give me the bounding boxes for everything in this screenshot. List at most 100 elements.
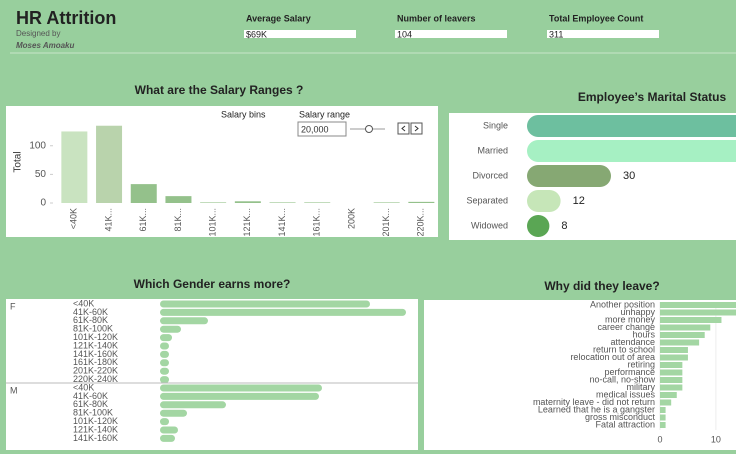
category-label: career change bbox=[597, 322, 655, 332]
bar bbox=[660, 384, 683, 391]
bar bbox=[160, 334, 172, 342]
category-label: Divorced bbox=[472, 170, 508, 180]
category-label: 81K-100K bbox=[73, 324, 113, 334]
bar bbox=[660, 324, 711, 331]
bar bbox=[160, 401, 226, 409]
kpi-box bbox=[547, 30, 659, 38]
chart-title: Employee’s Marital Status bbox=[578, 90, 727, 104]
bar bbox=[160, 308, 406, 316]
next-icon bbox=[414, 125, 419, 132]
range-input[interactable] bbox=[297, 121, 347, 137]
bar bbox=[160, 434, 175, 442]
category-label: 141K-160K bbox=[73, 433, 118, 443]
bar bbox=[527, 165, 611, 187]
bar bbox=[160, 359, 169, 367]
bar bbox=[234, 201, 261, 203]
category-label: Single bbox=[483, 120, 508, 130]
category-label: 201K-220K bbox=[73, 366, 118, 376]
category-label: more money bbox=[605, 314, 656, 324]
panel-label: F bbox=[10, 301, 16, 311]
bar bbox=[160, 376, 169, 384]
y-tick-label: 50 bbox=[35, 169, 47, 180]
kpi-label: Number of leavers bbox=[397, 13, 476, 23]
y-axis-label: Total bbox=[13, 151, 24, 172]
bar bbox=[660, 317, 722, 323]
prev-button[interactable] bbox=[397, 122, 410, 135]
y-tick-label: 0 bbox=[40, 198, 46, 209]
bar bbox=[160, 392, 319, 400]
category-label: gross misconduct bbox=[585, 412, 656, 422]
prev-icon bbox=[401, 125, 406, 132]
category-label: attendance bbox=[610, 337, 655, 347]
bar bbox=[527, 140, 736, 162]
bar bbox=[304, 202, 331, 203]
category-label: 220K-240K bbox=[73, 374, 118, 384]
category-label: 141K-160K bbox=[73, 349, 118, 359]
category-label: unhappy bbox=[620, 307, 655, 317]
kpi-box bbox=[395, 30, 507, 38]
category-label: <40K bbox=[73, 382, 94, 392]
bar bbox=[160, 350, 169, 358]
category-label: maternity leave - did not return bbox=[533, 397, 655, 407]
bar bbox=[160, 409, 187, 417]
panel-label: M bbox=[10, 385, 18, 395]
bar bbox=[660, 302, 736, 308]
category-label: performance bbox=[604, 367, 655, 377]
category-label: <40K bbox=[73, 298, 94, 308]
bar bbox=[165, 196, 192, 203]
bar bbox=[660, 354, 688, 361]
panel bbox=[6, 299, 418, 450]
category-label: 121K-140K bbox=[73, 424, 118, 434]
x-tick-label: 61K... bbox=[138, 208, 148, 232]
category-label: 61K-80K bbox=[73, 315, 108, 325]
category-label: 101K-120K bbox=[73, 416, 118, 426]
bar bbox=[160, 384, 322, 392]
control-value: 20,000 bbox=[301, 124, 329, 134]
bar bbox=[96, 125, 123, 203]
kpi-value: 311 bbox=[549, 29, 563, 39]
bar bbox=[61, 131, 88, 203]
author: Moses Amoaku bbox=[16, 41, 75, 50]
category-label: Another position bbox=[590, 299, 655, 309]
category-label: 41K-60K bbox=[73, 391, 108, 401]
x-tick-label: 201K... bbox=[381, 208, 391, 237]
bar bbox=[269, 202, 296, 203]
x-tick-label: 121K... bbox=[242, 208, 252, 237]
control-label: Salary bins bbox=[221, 109, 266, 119]
bar bbox=[200, 202, 227, 203]
x-tick-label: 161K... bbox=[312, 208, 322, 237]
category-label: Fatal attraction bbox=[595, 419, 655, 429]
bar bbox=[160, 426, 178, 434]
bar bbox=[160, 367, 169, 375]
category-label: 101K-120K bbox=[73, 332, 118, 342]
category-label: Separated bbox=[466, 195, 508, 205]
category-label: relocation out of area bbox=[570, 352, 655, 362]
x-tick-label: 81K... bbox=[173, 208, 183, 232]
group: 30 12 8 bbox=[527, 115, 736, 237]
category-label: Widowed bbox=[471, 220, 508, 230]
category-label: no-call, no-show bbox=[589, 374, 655, 384]
bar bbox=[660, 377, 683, 383]
value-label: 12 bbox=[573, 195, 585, 207]
category-label: 161K-180K bbox=[73, 357, 118, 367]
bar bbox=[660, 362, 683, 368]
bar bbox=[527, 190, 561, 212]
bar bbox=[160, 300, 370, 308]
next-button[interactable] bbox=[410, 122, 423, 135]
category-label: Learned that he is a gangster bbox=[538, 404, 655, 414]
value-label: 30 bbox=[623, 170, 635, 182]
category-label: retiring bbox=[627, 359, 655, 369]
x-tick-label: 41K... bbox=[103, 208, 113, 232]
bar bbox=[660, 422, 666, 428]
bar bbox=[408, 201, 435, 203]
x-tick-label: 10 bbox=[711, 434, 721, 444]
category-label: 41K-60K bbox=[73, 307, 108, 317]
kpi-box bbox=[244, 30, 356, 38]
bar bbox=[660, 332, 705, 338]
bar bbox=[130, 184, 157, 203]
category-label: 121K-140K bbox=[73, 340, 118, 350]
x-tick-label: 0 bbox=[657, 434, 662, 444]
slider-handle[interactable] bbox=[365, 125, 373, 133]
chart-title: Which Gender earns more? bbox=[134, 277, 291, 291]
